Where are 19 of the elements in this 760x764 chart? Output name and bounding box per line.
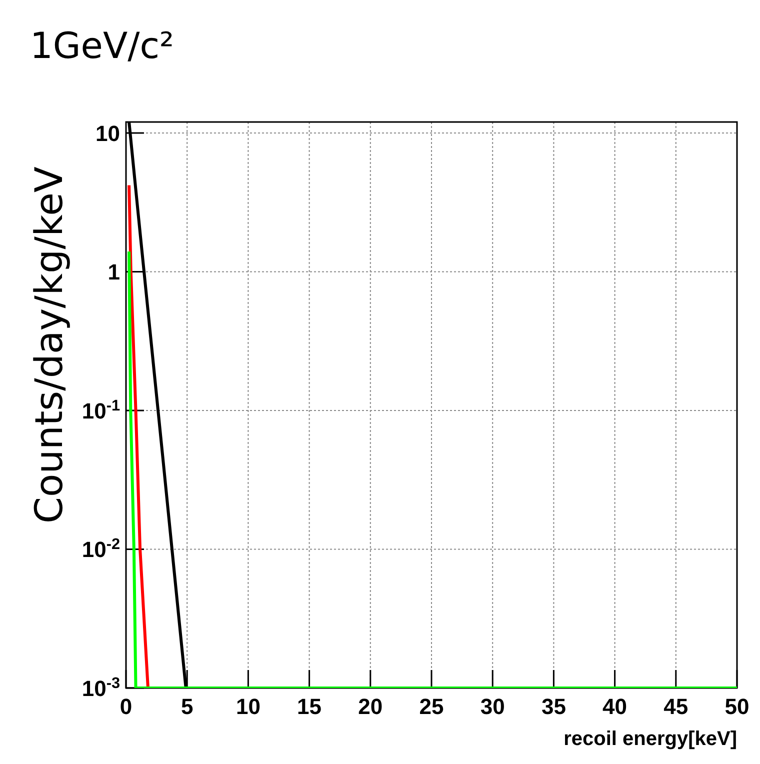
y-tick-label: 10 <box>96 120 120 146</box>
x-tick-label: 50 <box>724 694 750 719</box>
x-axis-title: recoil energy[keV] <box>564 728 737 750</box>
x-tick-label: 20 <box>358 694 383 719</box>
y-tick-label: 1 <box>108 260 120 285</box>
x-tick-label: 45 <box>664 694 688 719</box>
x-tick-label: 10 <box>236 694 260 719</box>
x-tick-label: 25 <box>419 694 444 719</box>
y-axis-title: Counts/day/kg/keV <box>27 166 71 524</box>
x-tick-label: 0 <box>120 694 132 719</box>
x-tick-label: 30 <box>480 694 505 719</box>
x-tick-label: 40 <box>602 694 628 719</box>
x-tick-label: 15 <box>297 694 322 719</box>
y-tick-label: 10$^{-3}$ <box>82 674 120 701</box>
x-tick-label: 5 <box>180 694 194 719</box>
x-tick-label: 35 <box>541 694 566 719</box>
y-tick-label: 10$^{-2}$ <box>82 536 120 562</box>
chart-title: 1GeV/c² <box>30 26 174 67</box>
y-tick-label: 10$^{-1}$ <box>82 396 120 424</box>
